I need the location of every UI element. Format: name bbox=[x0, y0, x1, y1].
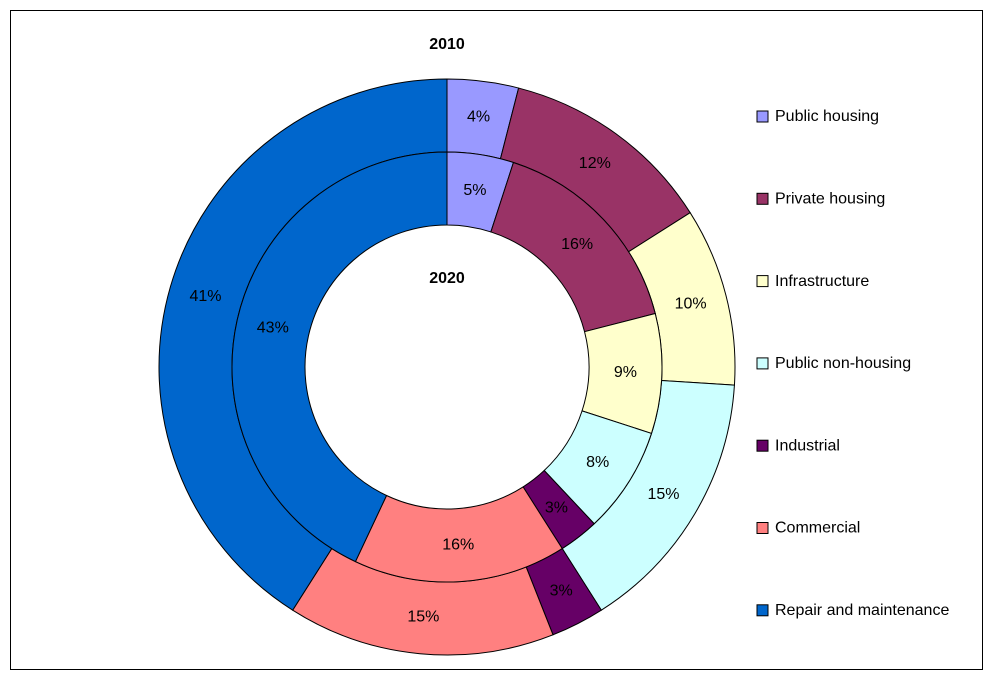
legend-swatch bbox=[756, 522, 769, 534]
data-label: 3% bbox=[550, 582, 573, 599]
legend-label: Repair and maintenance bbox=[775, 602, 949, 619]
data-label: 43% bbox=[257, 319, 289, 336]
outer-ring-label: 2010 bbox=[429, 36, 465, 53]
data-label: 5% bbox=[463, 182, 486, 199]
data-label: 12% bbox=[579, 155, 611, 172]
legend-swatch bbox=[756, 275, 769, 288]
data-label: 16% bbox=[442, 536, 474, 553]
legend-swatch bbox=[756, 604, 769, 617]
legend-label: Private housing bbox=[775, 191, 885, 208]
legend-label: Commercial bbox=[775, 520, 860, 537]
data-label: 15% bbox=[407, 609, 439, 626]
doughnut-slice bbox=[231, 151, 448, 563]
legend-label: Industrial bbox=[775, 437, 840, 454]
data-label: 41% bbox=[189, 288, 221, 305]
data-label: 4% bbox=[467, 109, 490, 126]
legend-label: Public housing bbox=[775, 108, 879, 125]
data-label: 9% bbox=[614, 364, 637, 381]
legend-swatch bbox=[756, 439, 769, 452]
inner-ring-label: 2020 bbox=[429, 270, 465, 287]
data-label: 3% bbox=[545, 499, 568, 516]
legend-swatch bbox=[756, 110, 769, 123]
data-label: 15% bbox=[647, 486, 679, 503]
legend-swatch bbox=[756, 357, 769, 370]
data-label: 16% bbox=[561, 236, 593, 253]
legend-swatch bbox=[756, 192, 769, 205]
legend-label: Infrastructure bbox=[775, 273, 869, 290]
data-label: 10% bbox=[675, 296, 707, 313]
legend-label: Public non-housing bbox=[775, 355, 911, 372]
data-label: 8% bbox=[586, 454, 609, 471]
